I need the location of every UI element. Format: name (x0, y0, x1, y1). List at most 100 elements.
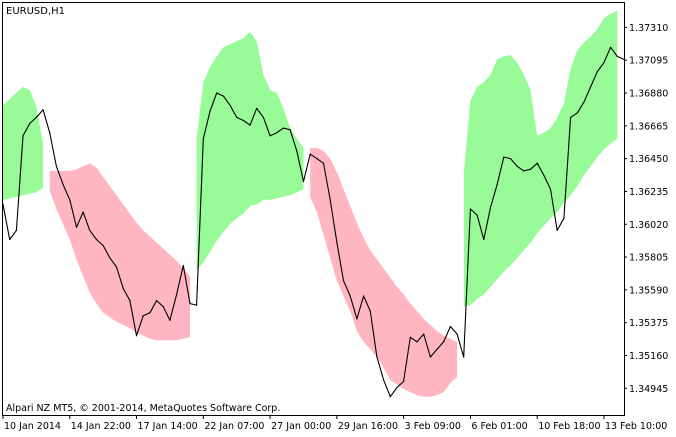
price-point (570, 116, 572, 118)
y-tick-label: 1.36450 (629, 154, 668, 165)
price-point (276, 132, 278, 134)
price-axis: 1.37310 1.37095 1.36880 1.36665 1.36450 1.362… (624, 23, 668, 395)
price-point (115, 266, 118, 268)
price-point (69, 199, 71, 201)
price-point (376, 356, 378, 358)
price-point (182, 264, 184, 267)
price-point (316, 158, 318, 160)
price-point (29, 122, 31, 125)
price-point (423, 333, 425, 335)
x-tick-label: 17 Jan 14:00 (138, 421, 198, 432)
price-point (256, 107, 258, 109)
price-point (202, 138, 204, 140)
price-point (229, 104, 231, 106)
price-point (209, 110, 211, 112)
price-point (389, 396, 391, 398)
price-point (189, 303, 191, 305)
price-point (342, 280, 345, 282)
price-point (169, 319, 171, 321)
price-point (416, 341, 418, 343)
price-point (222, 95, 224, 97)
footer-copyright: Alpari NZ MT5, © 2001-2014, MetaQuotes S… (6, 403, 280, 414)
y-tick-label: 1.36665 (629, 121, 668, 132)
price-point (89, 229, 91, 231)
price-point (329, 199, 331, 201)
price-point (563, 217, 565, 219)
price-point (603, 61, 605, 64)
y-tick-label: 1.36235 (629, 187, 668, 198)
price-point (503, 156, 505, 158)
price-point (249, 124, 251, 126)
price-point (529, 168, 532, 170)
y-tick-label: 1.35805 (629, 253, 668, 264)
x-tick-label: 14 Jan 22:00 (71, 421, 131, 432)
envelope-up-segment (196, 31, 304, 271)
x-tick-label: 27 Jan 00:00 (271, 421, 331, 432)
price-point (122, 287, 124, 289)
price-point (149, 312, 151, 314)
x-tick-label: 6 Feb 01:00 (471, 421, 527, 432)
y-tick-label: 1.36880 (629, 89, 668, 100)
price-point (496, 184, 498, 186)
price-point (349, 295, 351, 297)
chart-title: EURUSD,H1 (6, 6, 65, 17)
price-point (109, 257, 111, 259)
price-line (2, 46, 625, 398)
price-point (135, 335, 138, 337)
price-point (216, 92, 218, 94)
price-point (443, 341, 445, 343)
price-point (436, 348, 438, 350)
price-point (489, 206, 492, 209)
plot-frame (2, 2, 625, 416)
price-point (49, 132, 51, 134)
price-point (75, 226, 78, 228)
envelope-down-segment (310, 147, 458, 397)
price-point (476, 214, 478, 216)
time-axis: 10 Jan 2014 14 Jan 22:00 17 Jan 14:00 22 Ja… (2, 415, 667, 432)
price-point (269, 135, 271, 137)
price-point (463, 356, 465, 358)
price-point (102, 245, 104, 247)
price-point (15, 229, 17, 231)
price-point (156, 300, 158, 302)
price-point (196, 304, 198, 306)
price-point (9, 238, 11, 241)
price-point (95, 238, 98, 241)
y-tick-label: 1.37095 (629, 56, 668, 67)
price-point (403, 380, 405, 382)
price-point (610, 46, 612, 48)
price-point (396, 386, 398, 389)
price-point (556, 229, 558, 231)
price-point (429, 356, 431, 358)
envelope-down-segment (49, 163, 190, 341)
price-point (129, 300, 131, 302)
price-point (282, 127, 285, 129)
x-tick-label: 10 Jan 2014 (4, 421, 61, 432)
y-tick-label: 1.37310 (629, 23, 668, 34)
price-point (322, 162, 325, 164)
price-point (42, 109, 44, 111)
price-point (469, 208, 471, 210)
price-point (262, 116, 264, 118)
price-point (516, 165, 518, 167)
price-point (363, 295, 365, 297)
price-point (583, 101, 585, 103)
price-point (62, 184, 64, 186)
price-point (543, 174, 545, 176)
price-point (509, 158, 512, 160)
price-point (449, 325, 451, 328)
price-point (576, 112, 578, 114)
y-tick-label: 1.35590 (629, 285, 668, 296)
price-point (596, 71, 598, 73)
price-point (369, 310, 371, 312)
price-point (35, 116, 38, 118)
price-point (142, 315, 144, 317)
price-point (483, 238, 485, 241)
y-tick-label: 1.36020 (629, 220, 668, 231)
price-point (523, 170, 525, 172)
price-point (456, 333, 458, 335)
price-point (22, 135, 24, 137)
price-point (242, 119, 244, 122)
